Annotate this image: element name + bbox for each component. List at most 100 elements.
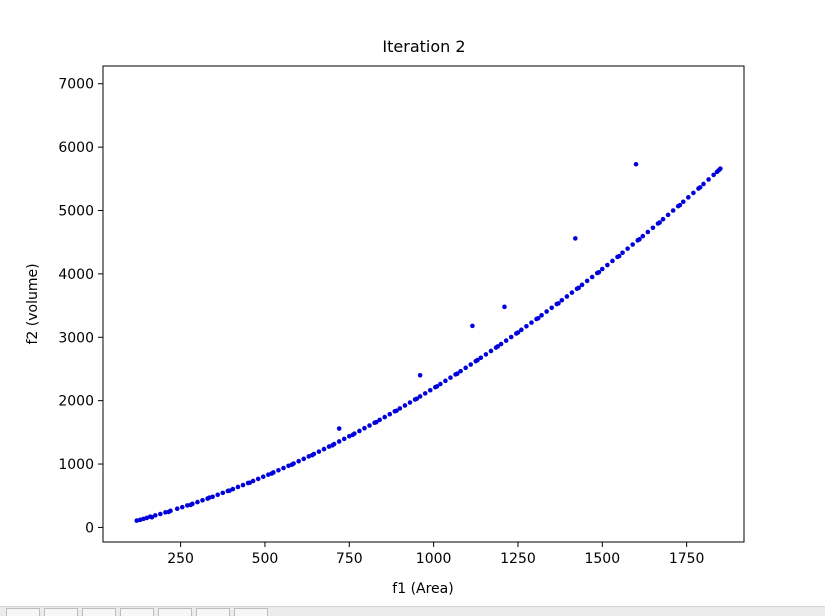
- data-point: [665, 212, 671, 218]
- data-point: [350, 432, 355, 438]
- data-point: [680, 199, 686, 205]
- data-point: [357, 428, 362, 434]
- data-point: [524, 323, 529, 329]
- data-point: [152, 513, 158, 518]
- toolbar-button[interactable]: [6, 608, 40, 616]
- data-point: [336, 426, 342, 431]
- data-point: [503, 338, 509, 343]
- data-point: [301, 456, 307, 462]
- chart-title: Iteration 2: [382, 37, 465, 56]
- y-tick-label: 4000: [58, 267, 94, 283]
- data-point: [470, 323, 475, 329]
- toolbar-button[interactable]: [44, 608, 78, 616]
- data-point: [519, 327, 524, 333]
- data-point: [475, 357, 480, 363]
- data-point: [564, 294, 570, 299]
- data-point: [468, 362, 474, 367]
- data-point: [185, 503, 190, 508]
- data-point: [417, 394, 423, 399]
- data-point: [589, 274, 595, 280]
- data-point: [240, 482, 246, 488]
- data-point: [584, 278, 590, 284]
- data-point: [235, 484, 241, 490]
- data-point: [529, 320, 534, 325]
- data-point: [387, 411, 393, 417]
- data-point: [535, 315, 541, 321]
- data-point: [605, 262, 610, 268]
- data-point: [448, 375, 453, 380]
- data-point: [276, 467, 281, 473]
- toolbar-button[interactable]: [234, 608, 268, 616]
- data-point: [478, 355, 484, 361]
- data-point: [397, 406, 403, 411]
- data-point: [417, 373, 423, 378]
- data-point: [488, 348, 494, 354]
- data-point: [281, 465, 286, 471]
- data-point: [362, 425, 367, 431]
- data-point: [220, 490, 226, 496]
- data-point: [330, 443, 335, 448]
- data-point: [706, 177, 711, 182]
- y-tick-label: 6000: [58, 140, 94, 156]
- data-point: [645, 229, 651, 235]
- data-point: [250, 478, 256, 484]
- data-point: [579, 282, 585, 288]
- data-point: [711, 172, 716, 178]
- y-tick-label: 0: [85, 520, 94, 536]
- toolbar-button[interactable]: [158, 608, 192, 616]
- x-tick-label: 500: [252, 551, 279, 567]
- data-point: [149, 514, 155, 520]
- x-tick-label: 1500: [584, 551, 620, 567]
- data-point: [630, 242, 635, 247]
- data-point: [502, 304, 507, 310]
- y-tick-label: 7000: [58, 77, 94, 93]
- data-point: [407, 400, 413, 405]
- data-point: [427, 387, 433, 393]
- data-point: [296, 458, 301, 464]
- data-point: [508, 334, 514, 340]
- data-point: [188, 502, 194, 508]
- y-tick-label: 5000: [58, 204, 94, 220]
- data-point: [289, 462, 295, 467]
- data-point: [377, 417, 382, 423]
- data-point: [701, 181, 706, 187]
- x-tick-label: 1750: [669, 551, 705, 567]
- y-tick-label: 1000: [58, 457, 94, 473]
- toolbar-button[interactable]: [196, 608, 230, 616]
- data-point: [341, 436, 347, 442]
- data-point: [195, 499, 200, 505]
- axes-frame: [102, 65, 745, 543]
- data-point: [438, 381, 443, 387]
- figure-toolbar: [0, 606, 825, 616]
- data-point: [616, 253, 622, 259]
- data-point: [660, 216, 666, 222]
- data-point: [458, 368, 463, 374]
- data-point: [163, 510, 168, 515]
- y-tick-label: 2000: [58, 394, 94, 410]
- data-point: [596, 270, 602, 275]
- data-point: [260, 474, 266, 480]
- x-tick-label: 1000: [416, 551, 452, 567]
- data-point: [367, 423, 372, 428]
- data-point: [247, 480, 253, 486]
- data-point: [463, 365, 468, 371]
- data-point: [255, 476, 261, 482]
- data-point: [166, 509, 172, 515]
- y-axis: 0 1000 2000 3000 4000 5000 6000 7000: [58, 77, 103, 536]
- data-point: [549, 305, 554, 311]
- data-point: [422, 391, 428, 396]
- data-point: [650, 225, 656, 231]
- x-axis: 250 500 750 1000 1250 1500 1750: [167, 542, 704, 567]
- data-point: [556, 301, 561, 306]
- data-point: [483, 352, 489, 357]
- data-point: [200, 497, 205, 503]
- data-point: [633, 161, 639, 167]
- toolbar-button[interactable]: [82, 608, 116, 616]
- toolbar-button[interactable]: [120, 608, 154, 616]
- data-point: [336, 439, 342, 444]
- data-point: [414, 396, 420, 402]
- data-point: [498, 341, 504, 347]
- data-point: [269, 471, 274, 476]
